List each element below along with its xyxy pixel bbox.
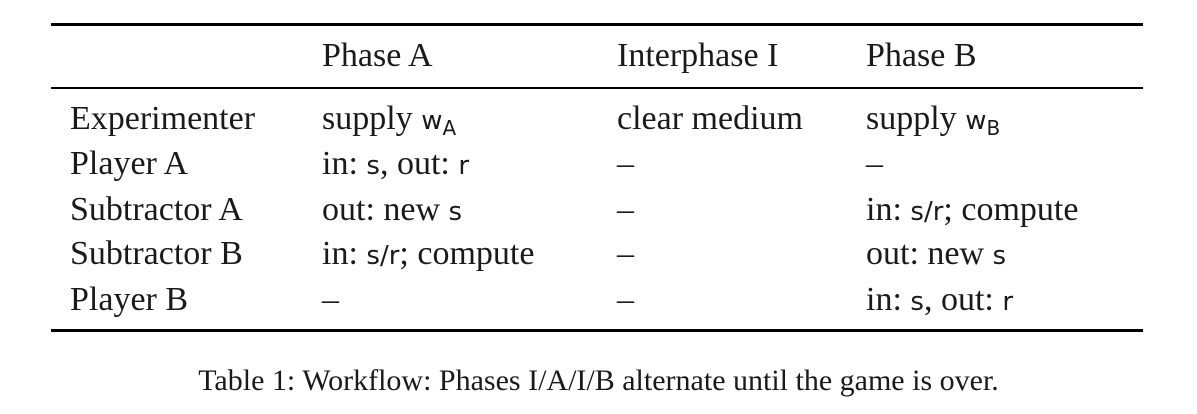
cell-phase-a: in: s/r; compute xyxy=(322,235,535,272)
header-cell-interphase: Interphase I xyxy=(617,37,779,74)
cell-interphase: – xyxy=(617,235,634,272)
cell-interphase: – xyxy=(617,281,634,318)
cell-phase-a: in: s, out: r xyxy=(322,145,470,182)
cell-phase-b: – xyxy=(866,145,883,182)
cell-phase-b: supply wB xyxy=(866,100,1001,140)
table-bottom-rule xyxy=(51,329,1143,332)
table-header-rule xyxy=(51,87,1143,89)
cell-phase-a: supply wA xyxy=(322,100,457,140)
cell-phase-b: in: s, out: r xyxy=(866,281,1014,318)
cell-interphase: – xyxy=(617,191,634,228)
header-cell-phase-b: Phase B xyxy=(866,37,977,74)
row-label: Player A xyxy=(70,145,189,182)
cell-interphase: – xyxy=(617,145,634,182)
cell-phase-a: out: new s xyxy=(322,191,463,228)
row-label: Player B xyxy=(70,281,189,318)
cell-phase-b: in: s/r; compute xyxy=(866,191,1079,228)
table-top-rule xyxy=(51,23,1143,26)
row-label: Experimenter xyxy=(70,100,256,137)
cell-phase-b: out: new s xyxy=(866,235,1007,272)
table-caption: Table 1: Workflow: Phases I/A/I/B altern… xyxy=(198,364,999,397)
cell-interphase: clear medium xyxy=(617,100,803,137)
cell-phase-a: – xyxy=(322,281,339,318)
row-label: Subtractor B xyxy=(70,235,243,272)
header-cell-phase-a: Phase A xyxy=(322,37,433,74)
row-label: Subtractor A xyxy=(70,191,243,228)
